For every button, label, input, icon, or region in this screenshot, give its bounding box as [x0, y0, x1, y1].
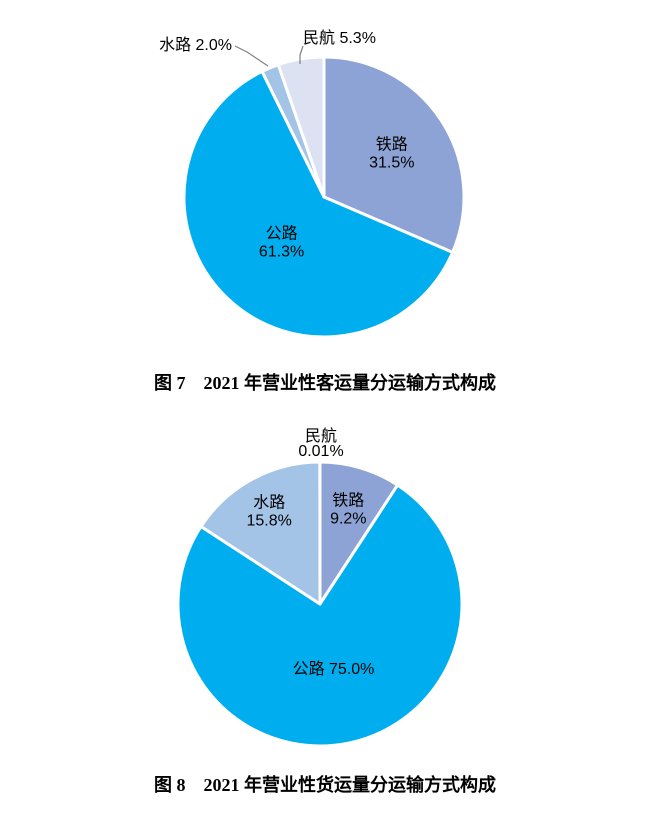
- figure-8-caption: 图 8 2021 年营业性货运量分运输方式构成: [154, 775, 496, 795]
- slice-waterway-value-label: 15.8%: [247, 512, 292, 529]
- slice-waterway-leader-line: [234, 45, 269, 67]
- slice-highway-label: 公路: [266, 225, 298, 243]
- slice-waterway: [199, 460, 322, 606]
- slice-waterway-label: 水路 2.0%: [159, 36, 232, 54]
- slice-civil-aviation-value-label: 0.01%: [298, 443, 343, 460]
- slice-railway-value-label: 9.2%: [330, 511, 366, 528]
- slice-railway: [318, 460, 400, 606]
- slice-highway: [182, 69, 455, 339]
- slice-civil-aviation: [276, 55, 326, 199]
- slice-waterway-label: 水路: [253, 493, 285, 511]
- slice-civil-aviation-leader-line: [299, 45, 304, 64]
- slice-highway-value-label: 61.3%: [259, 244, 304, 261]
- slice-highway-label: 公路 75.0%: [293, 660, 375, 678]
- slice-railway: [322, 55, 466, 254]
- figure-7-caption: 图 7 2021 年营业性客运量分运输方式构成: [154, 373, 496, 393]
- slice-civil-aviation-label: 民航: [305, 427, 337, 445]
- slice-railway-value-label: 31.5%: [369, 154, 414, 171]
- slice-railway-label: 铁路: [376, 135, 408, 153]
- slice-civil-aviation-label: 民航 5.3%: [303, 29, 376, 47]
- slice-highway: [176, 483, 464, 748]
- slice-railway-label: 铁路: [332, 492, 364, 510]
